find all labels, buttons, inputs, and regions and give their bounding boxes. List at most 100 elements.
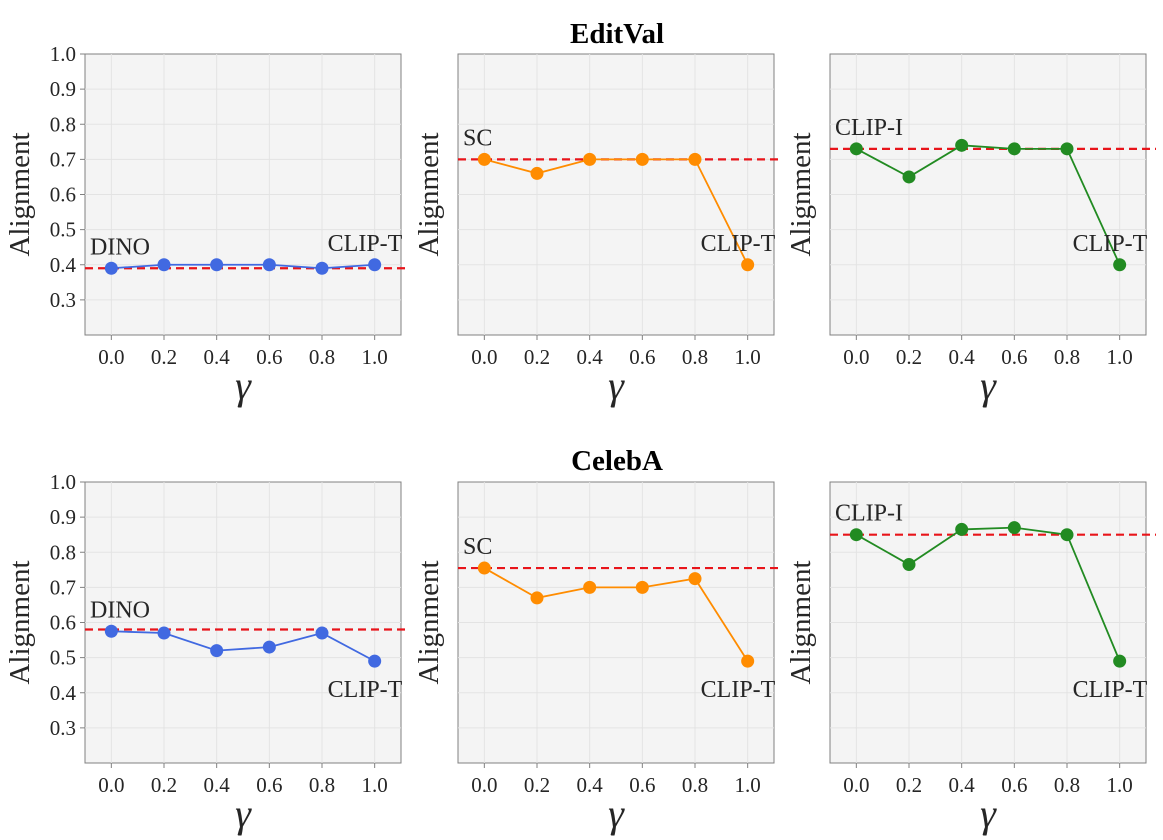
y-tick-label: 0.6 [50,611,76,635]
data-point [1113,258,1127,272]
x-tick-label: 0.2 [896,773,922,797]
x-tick-label: 0.8 [1054,345,1080,369]
x-tick-label: 0.2 [151,773,177,797]
x-tick-label: 0.4 [949,345,976,369]
row-title-celeba: CelebA [571,445,663,477]
x-tick-label: 0.0 [471,345,497,369]
y-tick-label: 0.7 [50,147,76,171]
x-axis-label: γ [980,363,997,408]
data-point [315,261,329,275]
y-tick-label: 0.9 [50,77,76,101]
data-point [902,170,916,184]
x-tick-label: 0.0 [843,773,869,797]
data-point [210,644,224,658]
data-point [1060,142,1074,156]
annotation-left: CLIP-I [835,115,903,141]
x-tick-label: 1.0 [735,773,761,797]
annotation-left: DINO [90,234,150,260]
panels: 0.0 0.2 0.4 0.6 0.8 1.0 1.0 0.9 0.8 0.7 0.6 0.5 0.4 0… [4,42,1156,836]
data-point [530,591,544,605]
annotation-right: CLIP-T [701,677,776,703]
data-point [955,138,969,152]
annotation-left: DINO [90,597,150,623]
y-axis-label: Alignment [413,132,445,256]
data-point [583,580,597,594]
data-point [157,258,171,272]
annotation-left: SC [463,125,492,151]
y-tick-label: 0.3 [50,716,76,740]
annotation-left: CLIP-I [835,501,903,527]
y-tick-label: 0.9 [50,505,76,529]
chart-editval-dino: 0.0 0.2 0.4 0.6 0.8 1.0 1.0 0.9 0.8 0.7 0.6 0.5 0.4 0… [4,42,406,408]
data-point [741,654,755,668]
y-axis-label: Alignment [4,132,36,256]
y-tick-label: 0.3 [50,288,76,312]
data-point [1113,654,1127,668]
x-tick-label: 0.0 [98,345,124,369]
data-point [583,152,597,166]
x-tick-label: 0.6 [629,773,655,797]
data-point [1060,528,1074,542]
data-point [955,522,969,536]
series-line [483,567,749,662]
x-tick-label: 1.0 [362,773,388,797]
chart-celeba-sc: 0.0 0.2 0.4 0.6 0.8 1.0 Alignment γ SC CLIP-T [413,481,779,836]
annotation-right: CLIP-T [328,677,403,703]
y-axis-label: Alignment [785,132,817,256]
y-tick-label: 1.0 [50,42,76,66]
x-axis-label: γ [235,791,252,836]
row-title-editval: EditVal [570,18,664,50]
x-tick-label: 0.4 [949,773,976,797]
x-tick-label: 1.0 [1107,345,1133,369]
data-point [157,626,171,640]
y-tick-label: 0.5 [50,218,76,242]
data-point [368,258,382,272]
x-tick-label: 0.2 [524,345,550,369]
chart-celeba-dino: 0.0 0.2 0.4 0.6 0.8 1.0 1.0 0.9 0.8 0.7 0.6 0.5 0.4 0… [4,470,406,836]
x-tick-label: 0.4 [577,773,604,797]
annotation-left: SC [463,534,492,560]
series-line [855,144,1121,266]
x-tick-label: 0.4 [577,345,604,369]
annotation-right: CLIP-T [701,231,776,257]
x-tick-label: 0.2 [151,345,177,369]
chart-editval-sc: 0.0 0.2 0.4 0.6 0.8 1.0 Alignment γ SC CLIP-T [413,53,779,408]
annotation-right: CLIP-T [1073,677,1148,703]
x-tick-label: 0.6 [256,345,282,369]
x-tick-label: 0.0 [471,773,497,797]
y-axis-label: Alignment [785,560,817,684]
data-point [849,528,863,542]
x-tick-label: 0.2 [896,345,922,369]
data-point [104,624,118,638]
annotation-right: CLIP-T [328,231,403,257]
data-point [315,626,329,640]
series-line [484,158,749,266]
data-point [262,640,276,654]
y-tick-label: 1.0 [50,470,76,494]
y-axis-label: Alignment [413,560,445,684]
y-tick-label: 0.5 [50,646,76,670]
data-point [477,561,491,575]
data-point [368,654,382,668]
x-tick-label: 0.4 [204,345,231,369]
x-tick-label: 0.4 [204,773,231,797]
data-point [210,258,224,272]
x-tick-label: 1.0 [735,345,761,369]
x-tick-label: 0.0 [843,345,869,369]
y-tick-label: 0.4 [50,681,77,705]
x-tick-label: 0.8 [682,345,708,369]
x-tick-label: 0.6 [1001,773,1027,797]
x-tick-label: 1.0 [1107,773,1133,797]
data-point [635,152,649,166]
chart-celeba-clipi: 0.0 0.2 0.4 0.6 0.8 1.0 Alignment γ CLIP-I CLIP-T [785,481,1156,836]
y-axis-label: Alignment [4,560,36,684]
x-axis-label: γ [980,791,997,836]
data-point [741,258,755,272]
chart-editval-clipi: 0.0 0.2 0.4 0.6 0.8 1.0 Alignment γ CLIP-I CLIP-T [785,53,1156,408]
y-tick-label: 0.7 [50,575,76,599]
y-tick-label: 0.4 [50,253,77,277]
data-point [477,152,491,166]
data-point [104,261,118,275]
x-axis-label: γ [608,791,625,836]
x-tick-label: 0.8 [309,345,335,369]
